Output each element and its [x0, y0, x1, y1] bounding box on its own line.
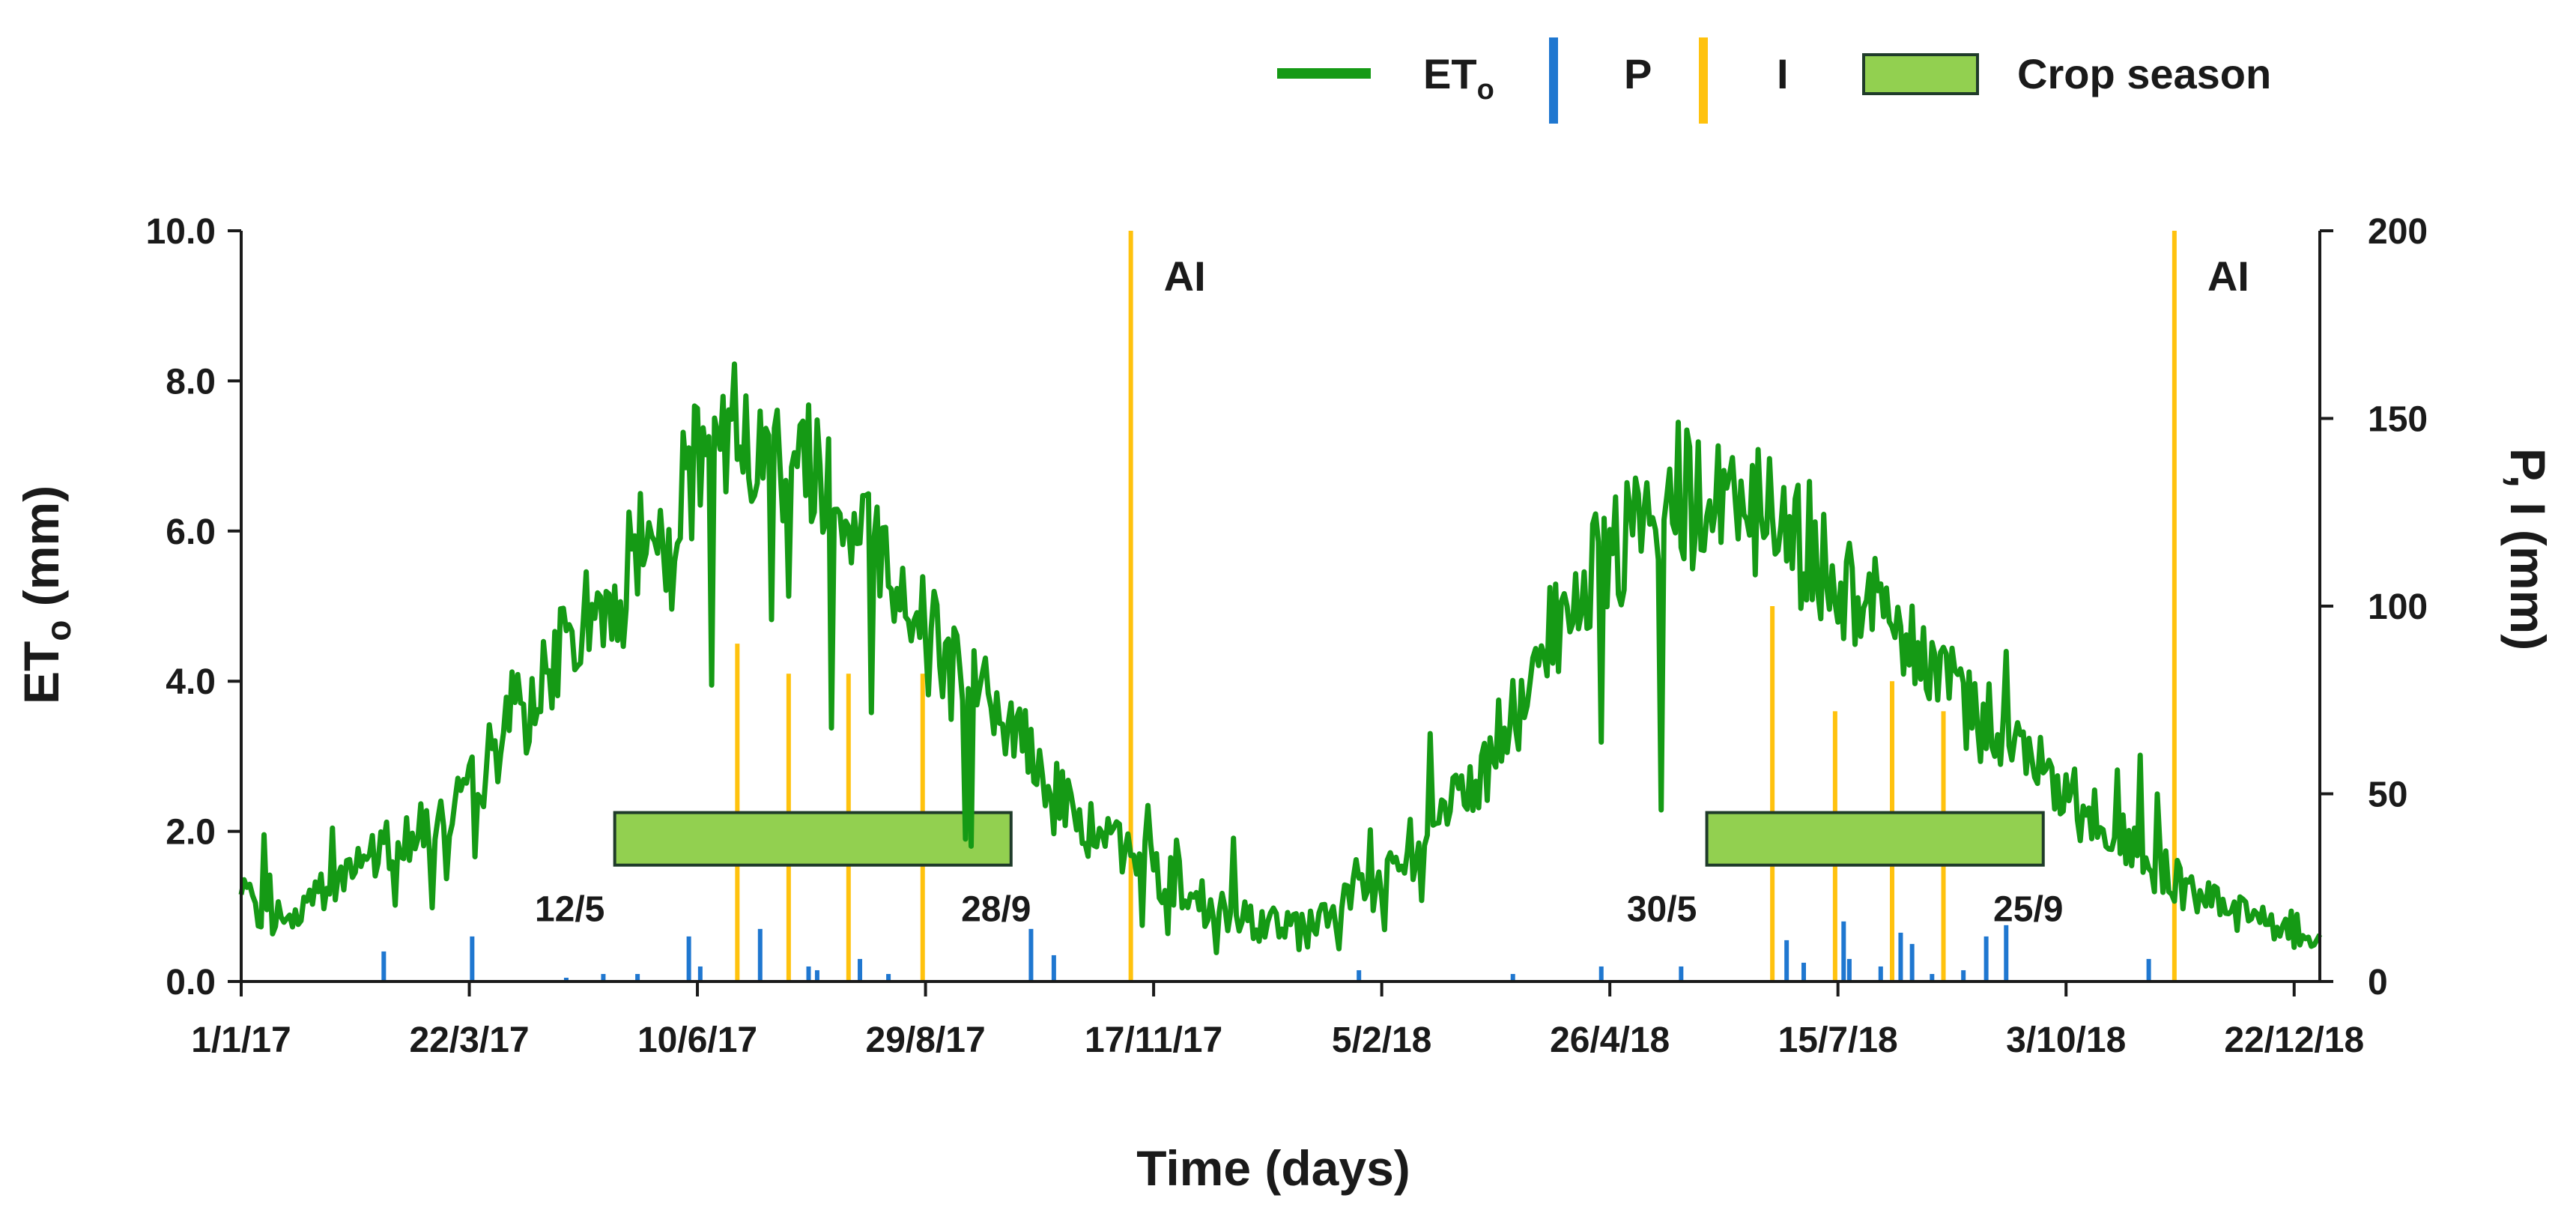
irrigation-bar [2172, 231, 2177, 981]
annotations: AI AI [1164, 252, 2249, 300]
precipitation-bar [806, 966, 811, 981]
precipitation-bar [814, 970, 819, 981]
precipitation-bar [1898, 932, 1903, 981]
y-left-tick-label: 10.0 [146, 212, 216, 252]
y-left-axis-title: ETo (mm) [13, 485, 78, 704]
precipitation-bar [1679, 966, 1684, 981]
y-left-tick-label: 0.0 [166, 963, 216, 1002]
precipitation-bars [381, 921, 2151, 981]
y-left-tick-label: 8.0 [166, 362, 216, 402]
irrigation-bar [1770, 606, 1775, 981]
eto-line-series [238, 361, 2323, 955]
precipitation-bar [1510, 973, 1515, 981]
precipitation-bar [1598, 966, 1604, 981]
precipitation-bar [1909, 943, 1915, 981]
ai-annotation-label: AI [1164, 252, 1206, 300]
eto-line [238, 361, 2323, 955]
precipitation-bar [1961, 970, 1966, 981]
precipitation-bar [686, 936, 691, 981]
legend-i-swatch [1699, 37, 1708, 124]
precipitation-bar [381, 951, 387, 981]
crop-season-start-label: 12/5 [535, 890, 604, 930]
x-tick-label: 17/11/17 [1085, 1020, 1222, 1060]
legend-p-label: P [1624, 50, 1652, 97]
crop-season-end-label: 25/9 [1993, 890, 2063, 930]
crop-season-boxes: 12/5 28/9 30/5 25/9 [535, 811, 2063, 930]
precipitation-bar [1357, 970, 1362, 981]
irrigation-bars [735, 231, 2177, 981]
x-tick-label: 22/12/18 [2224, 1020, 2364, 1060]
ai-annotation-label: AI [2207, 252, 2249, 300]
legend-i-label: I [1777, 50, 1789, 97]
x-tick-label: 3/10/18 [2006, 1020, 2126, 1060]
x-tick-label: 29/8/17 [866, 1020, 986, 1060]
precipitation-bar [1930, 973, 1935, 981]
y-right-tick-label: 100 [2368, 587, 2428, 627]
y-right-axis-title: P, I (mm) [2500, 448, 2556, 650]
precipitation-bar [697, 966, 703, 981]
legend: ETo P I Crop season [1277, 37, 2271, 124]
legend-p-swatch [1549, 37, 1558, 124]
precipitation-bar [858, 958, 863, 981]
precipitation-bar [1983, 936, 1989, 981]
y-right-tick-label: 0 [2368, 963, 2388, 1002]
crop-season-box [1705, 811, 2045, 867]
precipitation-bar [1841, 921, 1846, 981]
precipitation-bar [563, 977, 569, 981]
irrigation-bar [1128, 231, 1133, 981]
precipitation-bar [2004, 925, 2009, 981]
x-tick-label: 1/1/17 [191, 1020, 291, 1060]
x-axis-title: Time (days) [1136, 1140, 1410, 1196]
precipitation-bar [1784, 940, 1789, 981]
axes: 0.0 2.0 4.0 6.0 8.0 10.0 0 50 100 150 200 1/1/17 22/… [146, 212, 2428, 1060]
precipitation-bar [1878, 966, 1883, 981]
crop-season-end-label: 28/9 [961, 890, 1031, 930]
precipitation-bar [757, 928, 763, 981]
x-tick-label: 22/3/17 [409, 1020, 529, 1060]
legend-crop-season-swatch [1862, 53, 1979, 95]
x-tick-label: 5/2/18 [1332, 1020, 1431, 1060]
precipitation-bar [886, 973, 891, 981]
precipitation-bar [470, 936, 475, 981]
crop-season-start-label: 30/5 [1627, 890, 1697, 930]
x-tick-label: 15/7/18 [1778, 1020, 1898, 1060]
y-right-tick-label: 150 [2368, 400, 2428, 440]
precipitation-bar [1051, 955, 1056, 981]
x-tick-label: 26/4/18 [1550, 1020, 1670, 1060]
x-tick-label: 10/6/17 [637, 1020, 757, 1060]
precipitation-bar [635, 973, 640, 981]
legend-eto-label: ETo [1423, 50, 1494, 106]
y-right-tick-label: 50 [2368, 775, 2407, 815]
y-left-tick-label: 6.0 [166, 512, 216, 552]
y-left-tick-label: 2.0 [166, 813, 216, 853]
precipitation-bar [601, 973, 606, 981]
precipitation-bar [1801, 962, 1807, 981]
crop-season-box [613, 811, 1013, 867]
y-left-tick-label: 4.0 [166, 662, 216, 702]
legend-crop-season-label: Crop season [2017, 50, 2271, 97]
y-right-tick-label: 200 [2368, 212, 2428, 252]
precipitation-bar [2146, 958, 2151, 981]
precipitation-bar [1028, 928, 1034, 981]
precipitation-bar [1846, 958, 1852, 981]
